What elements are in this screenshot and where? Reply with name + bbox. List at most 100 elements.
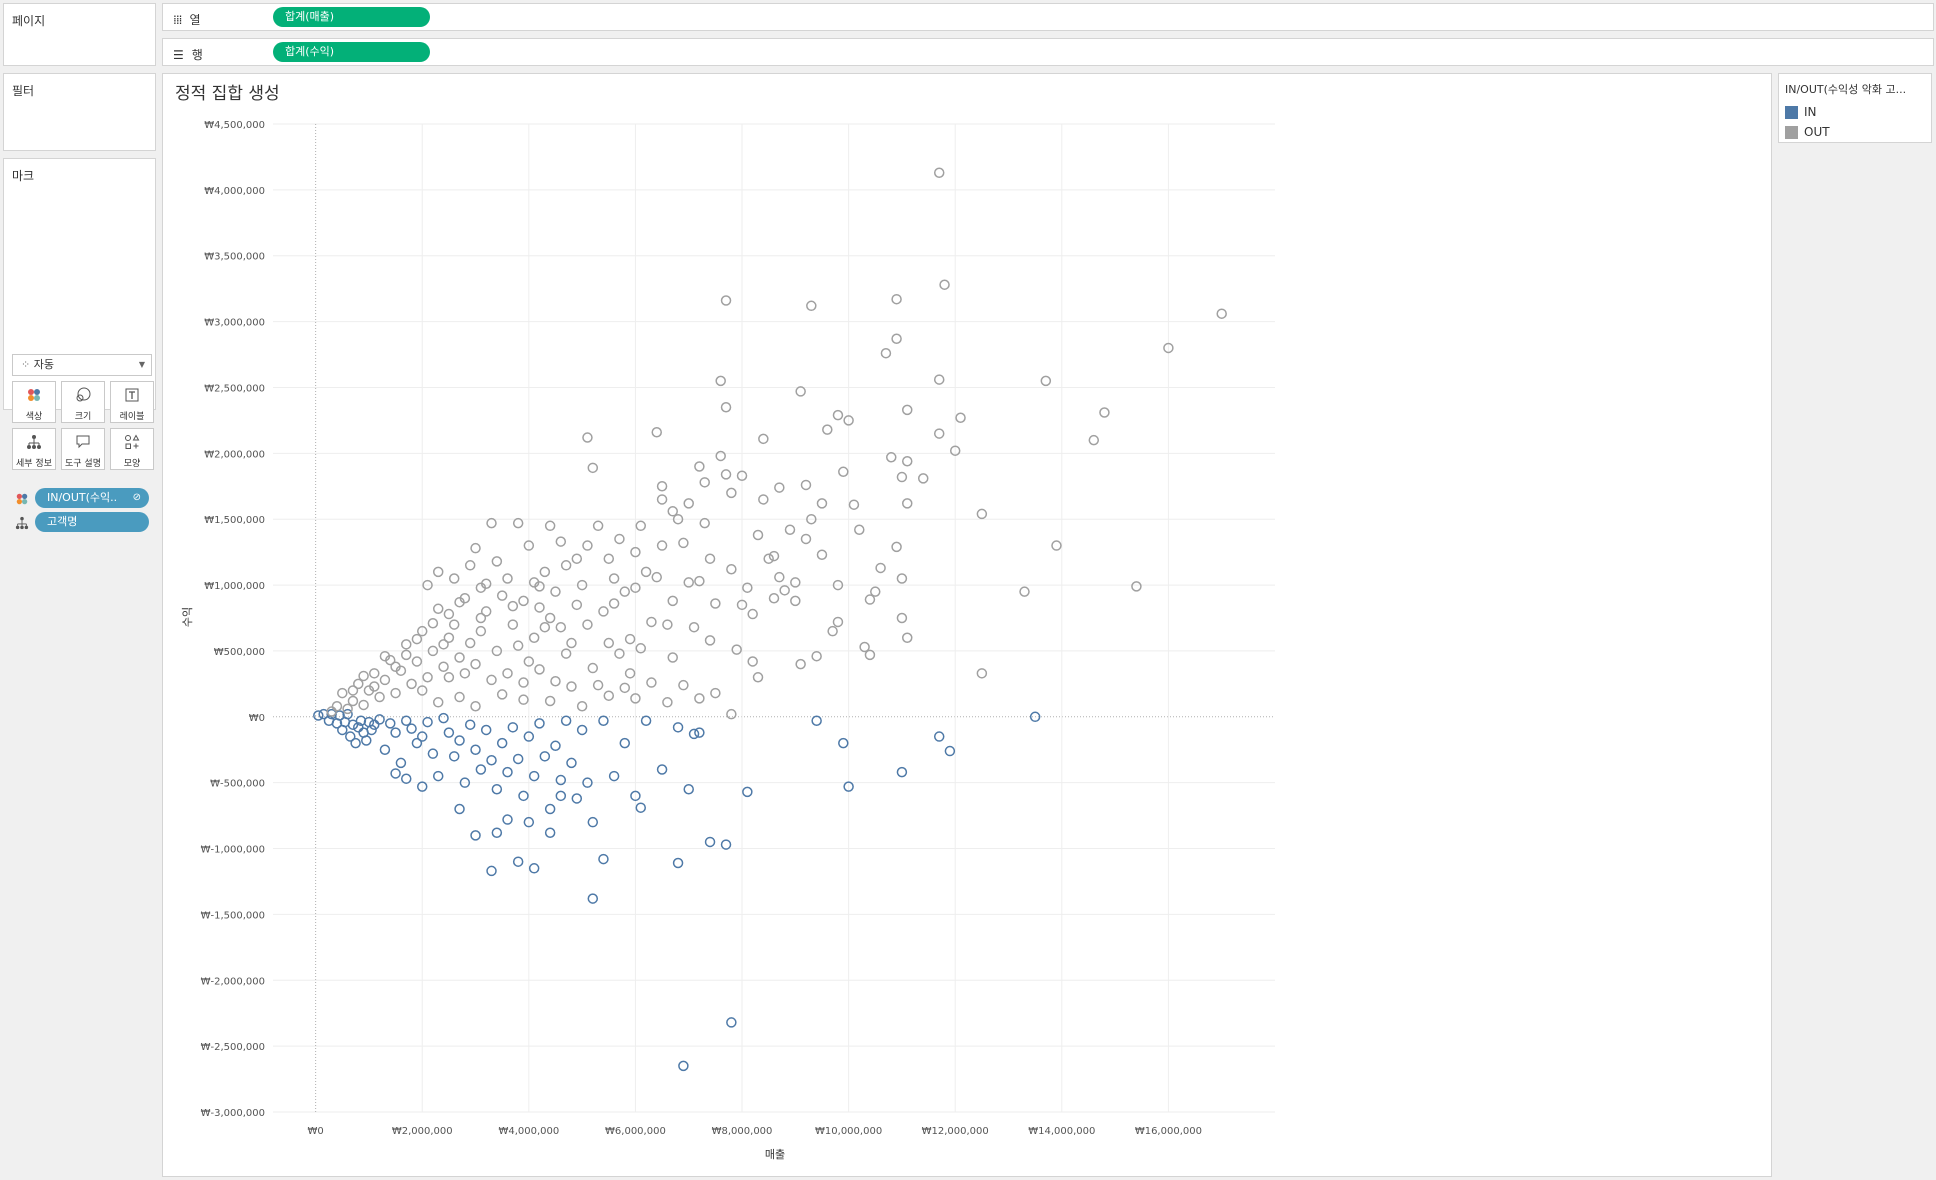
data-point-in[interactable] — [432, 770, 444, 782]
data-point-out[interactable] — [656, 540, 668, 551]
data-point-out[interactable] — [859, 641, 870, 653]
data-point-out[interactable] — [758, 494, 769, 505]
data-point-out[interactable] — [448, 619, 460, 630]
data-point-in[interactable] — [411, 737, 423, 749]
data-point-out[interactable] — [630, 693, 641, 704]
data-point-out[interactable] — [710, 598, 721, 609]
data-point-in[interactable] — [361, 735, 372, 746]
data-point-out[interactable] — [582, 619, 593, 630]
data-point-in[interactable] — [544, 803, 556, 815]
data-point-out[interactable] — [896, 573, 908, 584]
data-point-out[interactable] — [768, 550, 780, 562]
data-point-out[interactable] — [832, 616, 844, 628]
data-point-in[interactable] — [400, 773, 412, 784]
data-point-out[interactable] — [726, 564, 737, 575]
filters-panel[interactable]: 필터 — [3, 73, 156, 151]
data-point-out[interactable] — [555, 621, 567, 633]
data-point-in[interactable] — [470, 830, 481, 841]
pages-panel[interactable]: 페이지 — [3, 3, 156, 66]
data-point-out[interactable] — [752, 529, 764, 541]
data-point-out[interactable] — [1088, 434, 1100, 446]
data-point-out[interactable] — [443, 608, 455, 620]
data-point-out[interactable] — [790, 595, 801, 607]
data-point-out[interactable] — [342, 703, 353, 715]
data-point-in[interactable] — [683, 784, 694, 795]
data-point-in[interactable] — [464, 719, 476, 730]
data-point-out[interactable] — [720, 469, 732, 480]
data-point-in[interactable] — [523, 731, 535, 742]
data-point-out[interactable] — [347, 695, 359, 707]
data-point-out[interactable] — [811, 650, 822, 662]
data-point-out[interactable] — [470, 542, 481, 554]
data-point-in[interactable] — [422, 716, 433, 728]
data-point-in[interactable] — [512, 753, 524, 765]
data-point-out[interactable] — [571, 553, 583, 564]
data-point-out[interactable] — [480, 606, 492, 617]
data-point-out[interactable] — [1216, 308, 1227, 319]
data-point-out[interactable] — [816, 498, 828, 509]
data-point-out[interactable] — [795, 386, 806, 397]
data-point-out[interactable] — [901, 455, 913, 467]
data-point-out[interactable] — [416, 625, 428, 637]
data-point-in[interactable] — [539, 751, 551, 762]
data-point-in[interactable] — [366, 724, 377, 736]
data-point-in[interactable] — [608, 770, 620, 782]
data-point-in[interactable] — [544, 827, 556, 838]
data-point-out[interactable] — [614, 533, 625, 545]
data-point-out[interactable] — [592, 520, 604, 532]
data-point-out[interactable] — [358, 699, 369, 711]
data-point-in[interactable] — [385, 718, 396, 729]
data-point-out[interactable] — [438, 639, 449, 650]
data-point-in[interactable] — [598, 715, 609, 727]
label-button[interactable]: 레이블 — [110, 381, 154, 423]
data-point-out[interactable] — [880, 347, 892, 359]
data-point-out[interactable] — [369, 668, 380, 679]
data-point-out[interactable] — [683, 577, 694, 588]
data-point-in[interactable] — [313, 710, 324, 721]
data-point-in[interactable] — [518, 790, 529, 802]
data-point-out[interactable] — [843, 415, 854, 426]
data-point-out[interactable] — [672, 513, 684, 525]
data-point-out[interactable] — [747, 656, 758, 667]
data-point-in[interactable] — [571, 793, 583, 804]
legend-item-out[interactable]: OUT — [1785, 125, 1830, 139]
data-point-in[interactable] — [486, 755, 497, 766]
data-point-in[interactable] — [459, 777, 471, 788]
data-point-in[interactable] — [619, 737, 631, 749]
data-point-out[interactable] — [464, 637, 476, 649]
data-point-out[interactable] — [427, 645, 439, 657]
data-point-in[interactable] — [534, 718, 545, 729]
data-point-out[interactable] — [1019, 586, 1030, 597]
data-point-out[interactable] — [630, 582, 641, 593]
data-point-in[interactable] — [491, 784, 503, 795]
data-point-out[interactable] — [422, 579, 433, 591]
data-point-out[interactable] — [1163, 342, 1174, 354]
data-point-in[interactable] — [838, 737, 849, 749]
data-point-in[interactable] — [896, 766, 908, 778]
data-point-out[interactable] — [347, 685, 359, 696]
data-point-out[interactable] — [459, 668, 471, 679]
data-point-out[interactable] — [806, 300, 817, 312]
data-point-in[interactable] — [555, 774, 567, 786]
data-point-out[interactable] — [550, 675, 561, 687]
data-point-out[interactable] — [475, 612, 487, 624]
data-point-in[interactable] — [566, 757, 577, 769]
data-point-out[interactable] — [326, 706, 337, 717]
data-point-out[interactable] — [507, 600, 519, 612]
data-point-out[interactable] — [699, 477, 710, 488]
data-point-out[interactable] — [678, 679, 689, 691]
data-point-out[interactable] — [710, 687, 721, 699]
data-point-out[interactable] — [635, 520, 647, 532]
data-point-in[interactable] — [507, 722, 519, 733]
data-point-out[interactable] — [870, 586, 881, 597]
data-point-out[interactable] — [656, 494, 668, 505]
data-point-out[interactable] — [688, 621, 700, 633]
data-point-out[interactable] — [416, 685, 428, 696]
data-point-in[interactable] — [672, 857, 684, 869]
data-point-in[interactable] — [416, 731, 428, 742]
data-point-out[interactable] — [699, 517, 710, 529]
data-point-in[interactable] — [448, 751, 460, 762]
data-point-out[interactable] — [784, 524, 796, 535]
data-point-in[interactable] — [843, 781, 854, 792]
data-point-out[interactable] — [592, 679, 604, 691]
